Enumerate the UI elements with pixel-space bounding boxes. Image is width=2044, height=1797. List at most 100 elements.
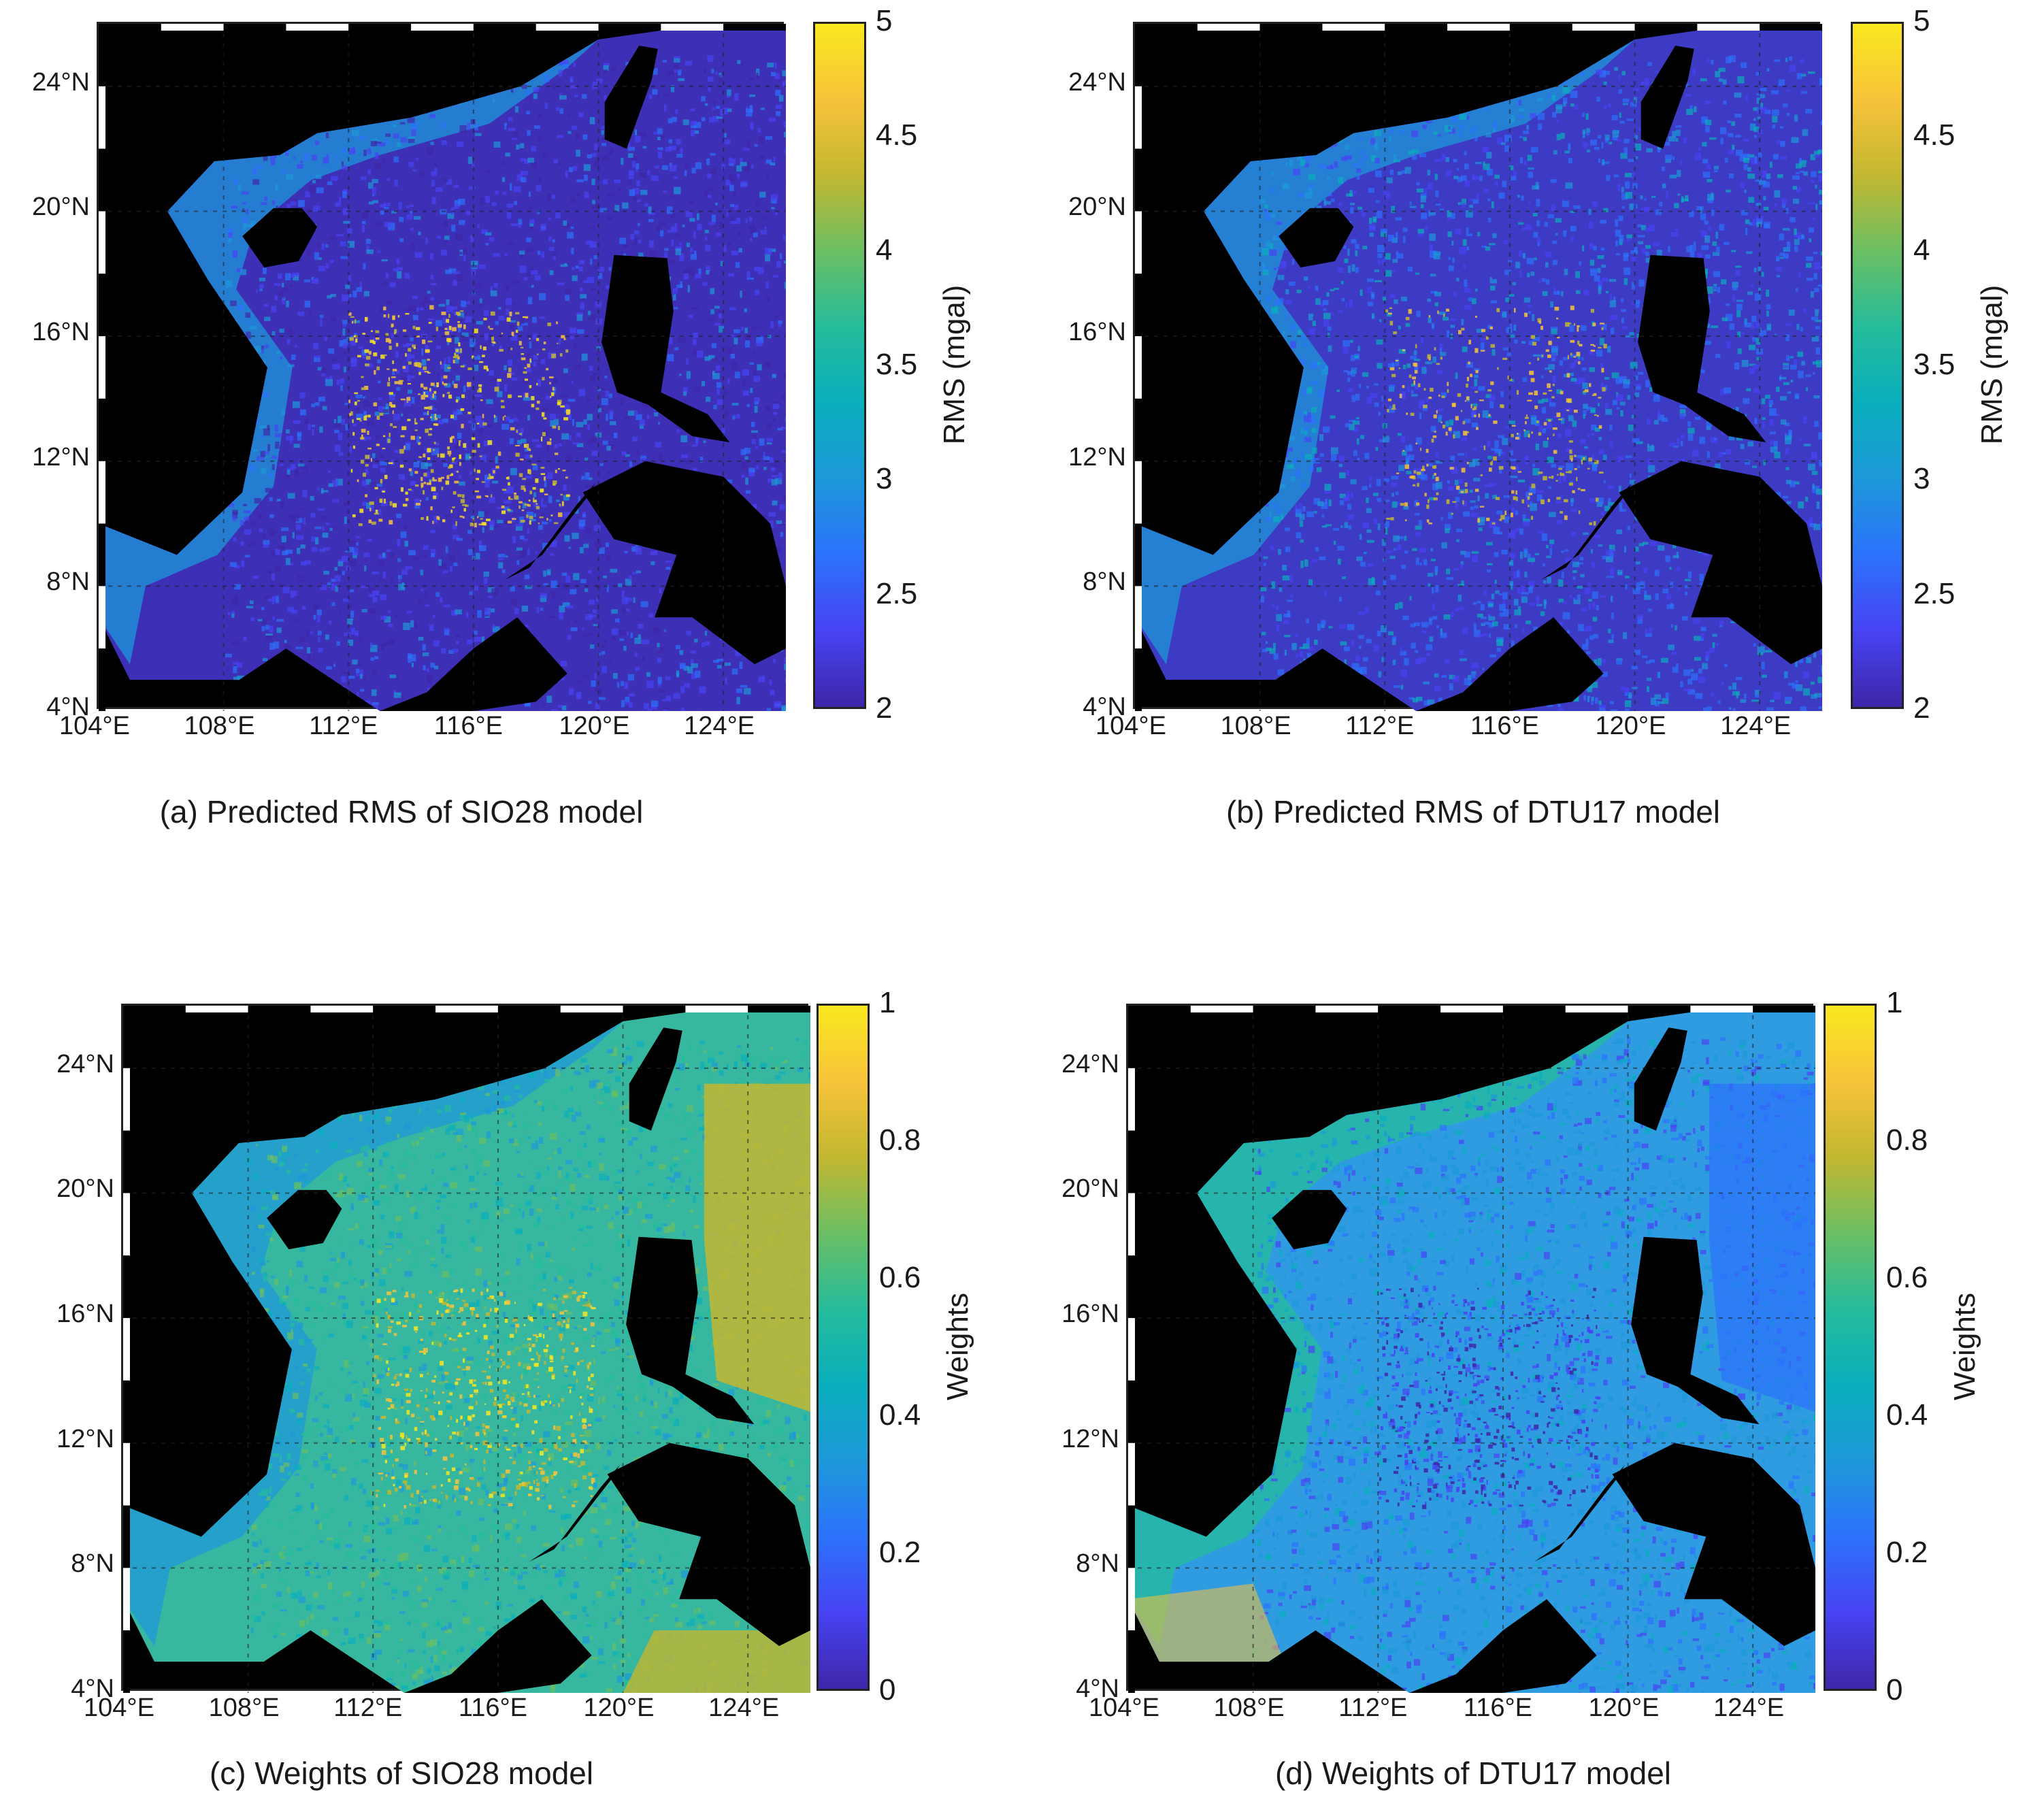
colorbar-tick-label: 0.2: [879, 1536, 921, 1569]
lat-tick-label: 12°N: [56, 1424, 114, 1453]
panel-caption: (a) Predicted RMS of SIO28 model: [159, 794, 644, 829]
lat-tick-label: 24°N: [1068, 67, 1126, 97]
lat-tick-label: 4°N: [71, 1675, 114, 1703]
lat-tick-label: 16°N: [1061, 1300, 1119, 1329]
colorbar-tick-label: 4.5: [876, 118, 918, 152]
map-area: [1126, 1004, 1815, 1693]
colorbar-tick-label: 0: [879, 1673, 896, 1707]
colorbar: [1851, 22, 1904, 709]
lon-tick-label: 104°E: [1095, 712, 1166, 740]
lat-tick-label: 12°N: [1068, 442, 1126, 472]
lon-tick-label: 124°E: [684, 712, 755, 740]
land-mass: [267, 1189, 342, 1250]
land-mass: [1619, 461, 1822, 665]
lat-tick-label: 24°N: [32, 67, 90, 97]
colorbar-tick-label: 0.8: [879, 1123, 921, 1157]
map-raster: [123, 1006, 810, 1693]
lon-tick-label: 124°E: [1720, 712, 1792, 740]
lon-tick-label: 108°E: [1213, 1694, 1285, 1722]
lon-tick-label: 120°E: [559, 712, 630, 740]
colorbar-tick-label: 1: [879, 986, 896, 1019]
colorbar-label: RMS (mgal): [1975, 284, 2009, 445]
colorbar-tick-label: 3: [1913, 462, 1930, 496]
lat-tick-label: 16°N: [1068, 318, 1126, 347]
lon-tick-label: 104°E: [1089, 1694, 1159, 1722]
lon-tick-label: 104°E: [59, 712, 130, 740]
colorbar-tick-label: 2: [1913, 691, 1930, 725]
lat-tick-label: 12°N: [32, 442, 90, 472]
lon-tick-label: 112°E: [333, 1694, 403, 1722]
colorbar-tick-label: 0.2: [1886, 1536, 1928, 1569]
lon-tick-label: 112°E: [1338, 1694, 1408, 1722]
land-mass: [1284, 1599, 1597, 1693]
lon-tick-label: 116°E: [1463, 1694, 1533, 1722]
lon-tick-label: 116°E: [458, 1694, 528, 1722]
colorbar-tick-label: 5: [876, 4, 893, 37]
colorbar-tick-label: 0.8: [1886, 1123, 1928, 1157]
map-raster: [1135, 24, 1822, 711]
colorbar-tick-label: 0.6: [1886, 1261, 1928, 1294]
lon-tick-label: 116°E: [433, 712, 504, 740]
lat-tick-label: 16°N: [56, 1300, 114, 1329]
colorbar-label: RMS (mgal): [938, 284, 971, 445]
land-mass: [1631, 1236, 1760, 1425]
colorbar-tick-label: 3.5: [876, 348, 918, 381]
lat-tick-label: 24°N: [1061, 1049, 1119, 1078]
land-mass: [1638, 254, 1766, 443]
lon-tick-label: 108°E: [1220, 712, 1291, 740]
lon-tick-label: 124°E: [708, 1694, 780, 1722]
land-mass: [1641, 46, 1694, 149]
lon-tick-label: 120°E: [1588, 1694, 1660, 1722]
colorbar-tick-label: 0.4: [1886, 1398, 1928, 1432]
lon-tick-label: 112°E: [1345, 712, 1415, 740]
colorbar-tick-label: 4: [876, 233, 893, 267]
lat-tick-label: 20°N: [32, 193, 90, 222]
lat-tick-label: 4°N: [1076, 1675, 1119, 1703]
lon-tick-label: 116°E: [1470, 712, 1540, 740]
colorbar-tick-label: 0.6: [879, 1261, 921, 1294]
colorbar-tick-label: 2: [876, 691, 893, 725]
map-area: [121, 1004, 810, 1693]
lat-tick-label: 20°N: [1061, 1174, 1119, 1204]
land-mass: [1291, 617, 1604, 711]
map-area: [1133, 22, 1822, 711]
colorbar-label: Weights: [941, 1292, 974, 1401]
colorbar-tick-label: 0: [1886, 1673, 1903, 1707]
lat-tick-label: 4°N: [46, 693, 90, 721]
lon-tick-label: 108°E: [208, 1694, 280, 1722]
colorbar-tick-label: 3.5: [1913, 348, 1956, 381]
land-mass: [1272, 1189, 1347, 1250]
lon-tick-label: 120°E: [1595, 712, 1666, 740]
colorbar-tick-label: 4.5: [1913, 118, 1956, 152]
colorbar-tick-label: 0.4: [879, 1398, 921, 1432]
panel-caption: (d) Weights of DTU17 model: [1274, 1755, 1672, 1791]
land-mass: [626, 1236, 755, 1425]
lon-tick-label: 124°E: [1713, 1694, 1785, 1722]
lat-tick-label: 16°N: [32, 318, 90, 347]
panel-caption: (c) Weights of SIO28 model: [209, 1755, 594, 1791]
lon-tick-label: 112°E: [309, 712, 378, 740]
colorbar: [817, 1004, 870, 1691]
lat-tick-label: 24°N: [56, 1049, 114, 1078]
lat-tick-label: 8°N: [1083, 567, 1126, 597]
land-mass: [604, 46, 658, 149]
land-mass: [601, 254, 730, 443]
lat-tick-label: 20°N: [56, 1174, 114, 1204]
map-area: [97, 22, 786, 711]
land-mass: [1612, 1442, 1815, 1647]
lat-tick-label: 8°N: [71, 1549, 114, 1579]
colorbar-tick-label: 2.5: [876, 576, 918, 610]
lat-tick-label: 20°N: [1068, 193, 1126, 222]
map-raster: [99, 24, 786, 711]
lat-tick-label: 8°N: [1076, 1549, 1119, 1579]
land-mass: [1279, 208, 1354, 268]
colorbar-tick-label: 2.5: [1913, 576, 1956, 610]
lat-tick-label: 4°N: [1083, 693, 1126, 721]
land-mass: [279, 1599, 592, 1693]
land-mass: [607, 1442, 810, 1647]
colorbar: [813, 22, 866, 709]
lon-tick-label: 108°E: [184, 712, 255, 740]
land-mass: [1634, 1027, 1687, 1131]
panel-caption: (b) Predicted RMS of DTU17 model: [1225, 794, 1721, 829]
